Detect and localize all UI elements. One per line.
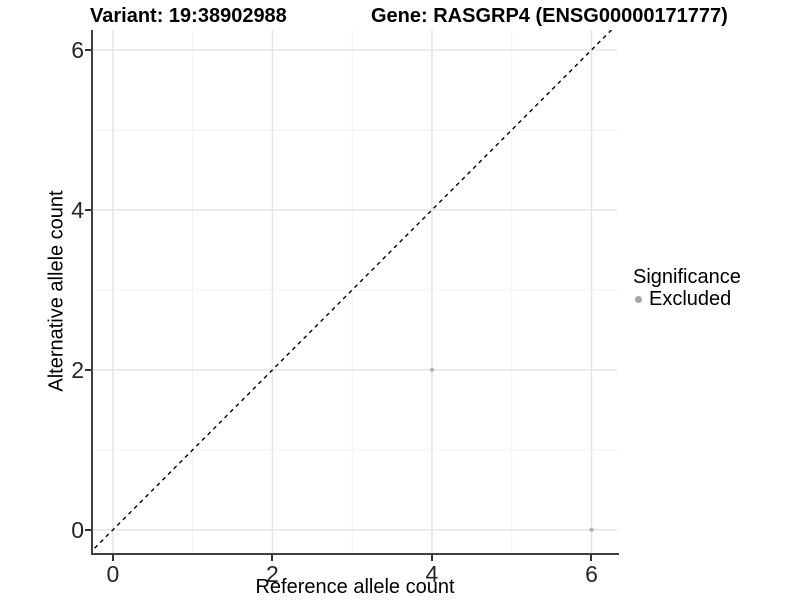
y-axis-line bbox=[91, 30, 93, 555]
x-tick-label: 0 bbox=[106, 561, 120, 587]
x-tick-label: 4 bbox=[425, 561, 439, 587]
y-tick-label: 2 bbox=[71, 356, 84, 383]
x-tick-mark bbox=[590, 555, 593, 561]
x-tick-label: 2 bbox=[266, 561, 279, 587]
x-tick-mark bbox=[111, 555, 114, 561]
x-axis-title: Reference allele count bbox=[255, 576, 455, 598]
variant-title: Variant: 19:38902988 bbox=[90, 5, 287, 27]
y-tick-label: 0 bbox=[71, 516, 84, 543]
x-tick-mark bbox=[271, 555, 274, 561]
y-tick-mark bbox=[85, 208, 91, 211]
gene-title: Gene: RASGRP4 (ENSG00000171777) bbox=[371, 5, 728, 27]
data-point bbox=[429, 367, 435, 373]
y-tick-label: 4 bbox=[71, 196, 84, 223]
data-point bbox=[589, 527, 594, 533]
y-axis-title: Alternative allele count bbox=[45, 190, 68, 392]
legend: Significance Excluded bbox=[633, 266, 741, 310]
x-axis-line bbox=[91, 553, 619, 555]
legend-title: Significance bbox=[633, 266, 741, 288]
identity-line bbox=[93, 30, 613, 551]
legend-item-label: Excluded bbox=[649, 288, 732, 310]
plot-panel bbox=[93, 30, 617, 553]
y-tick-mark bbox=[85, 48, 91, 51]
x-tick-mark bbox=[430, 555, 433, 561]
x-tick-label: 6 bbox=[585, 561, 598, 587]
y-tick-mark bbox=[85, 528, 91, 531]
y-tick-mark bbox=[85, 368, 91, 371]
plot-canvas bbox=[93, 30, 617, 553]
legend-item-excluded: Excluded bbox=[633, 288, 741, 310]
legend-point-icon bbox=[635, 295, 642, 303]
y-tick-label: 6 bbox=[71, 36, 84, 63]
